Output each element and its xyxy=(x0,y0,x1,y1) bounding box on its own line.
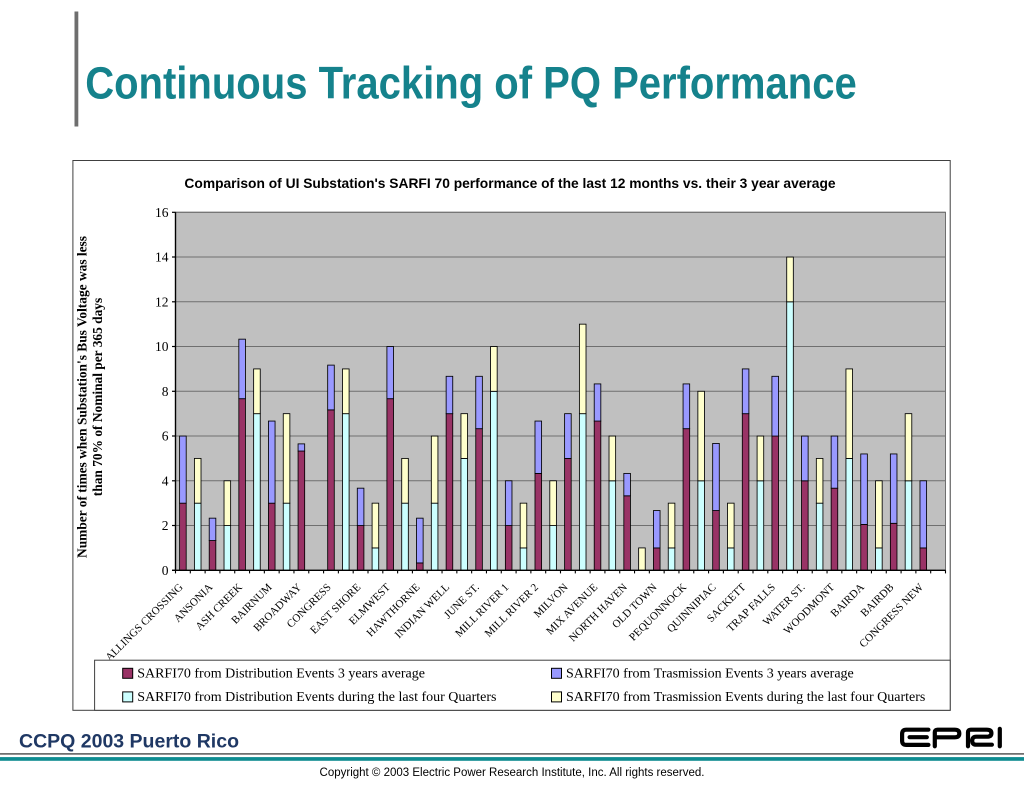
svg-text:8: 8 xyxy=(162,384,169,399)
svg-text:Copyright © 2003 Electric Powe: Copyright © 2003 Electric Power Research… xyxy=(320,767,705,779)
svg-text:2: 2 xyxy=(162,518,169,533)
svg-text:0: 0 xyxy=(162,563,169,578)
svg-text:Continuous Tracking of PQ Perf: Continuous Tracking of PQ Performance xyxy=(85,58,857,109)
svg-text:6: 6 xyxy=(162,429,169,444)
svg-text:12: 12 xyxy=(155,294,169,309)
svg-text:than 70% of Nominal per 365 da: than 70% of Nominal per 365 days xyxy=(90,298,105,496)
svg-text:16: 16 xyxy=(155,205,169,220)
svg-text:SARFI70 from Trasmission Event: SARFI70 from Trasmission Events 3 years … xyxy=(566,667,854,682)
svg-text:4: 4 xyxy=(162,473,169,488)
svg-text:14: 14 xyxy=(155,250,169,265)
svg-text:SARFI70 from Distribution Even: SARFI70 from Distribution Events 3 years… xyxy=(137,667,425,682)
svg-text:SARFI70 from Trasmission Event: SARFI70 from Trasmission Events during t… xyxy=(566,690,925,705)
svg-text:Comparison of UI Substation's: Comparison of UI Substation's SARFI 70 p… xyxy=(184,176,835,191)
svg-text:CCPQ 2003 Puerto Rico: CCPQ 2003 Puerto Rico xyxy=(19,730,239,752)
svg-text:10: 10 xyxy=(155,339,169,354)
svg-text:SARFI70 from Distribution Even: SARFI70 from Distribution Events during … xyxy=(137,690,496,705)
svg-text:Number of times when Substatio: Number of times when Substation's Bus Vo… xyxy=(75,236,90,558)
